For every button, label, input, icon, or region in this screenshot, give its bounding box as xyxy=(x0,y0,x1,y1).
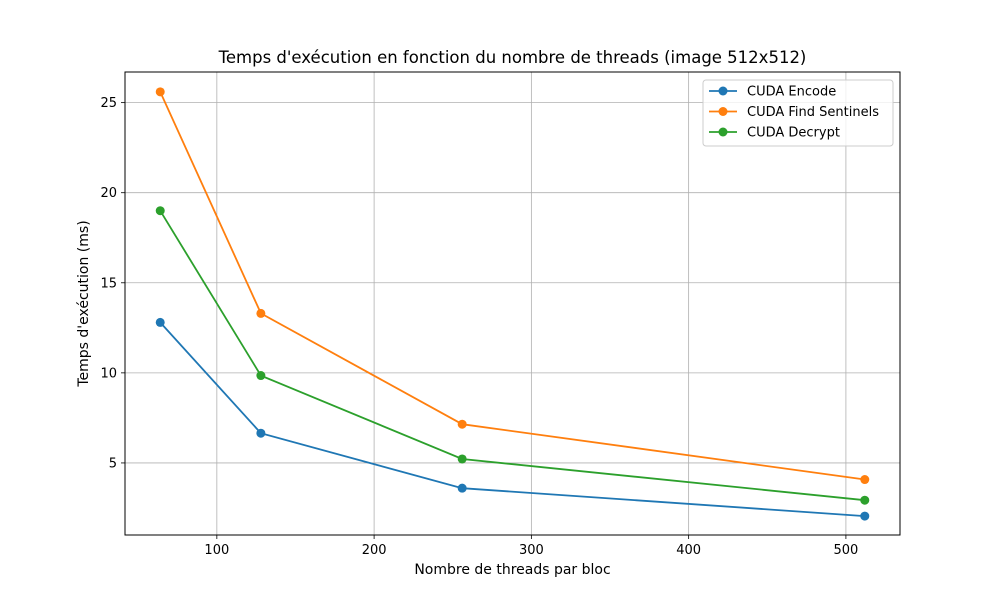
plot-frame xyxy=(124,71,901,536)
x-tick-label: 100 xyxy=(204,543,229,558)
legend-marker xyxy=(718,127,728,137)
chart-title: Temps d'exécution en fonction du nombre … xyxy=(218,48,807,67)
y-axis-label: Temps d'exécution (ms) xyxy=(76,220,92,387)
legend-box xyxy=(702,79,894,147)
data-point xyxy=(457,454,467,464)
data-point xyxy=(457,419,467,429)
data-point xyxy=(860,511,870,521)
data-point xyxy=(155,206,165,216)
y-tick-label: 15 xyxy=(100,276,117,291)
y-tick-label: 10 xyxy=(100,366,117,381)
data-point xyxy=(860,475,870,485)
x-tick-label: 400 xyxy=(676,543,701,558)
data-point xyxy=(155,87,165,97)
y-tick-label: 20 xyxy=(100,186,117,201)
x-tick-label: 300 xyxy=(519,543,544,558)
legend: CUDA Encode CUDA Find Sentinels CUDA Decry… xyxy=(702,79,894,147)
legend-item: CUDA Find Sentinels xyxy=(709,105,879,120)
x-tick-label: 500 xyxy=(833,543,858,558)
data-point xyxy=(256,371,266,381)
legend-marker xyxy=(718,86,728,96)
series-line xyxy=(159,210,865,502)
data-point xyxy=(457,483,467,493)
series-line xyxy=(159,91,865,481)
legend-label: CUDA Find Sentinels xyxy=(747,105,879,120)
data-point xyxy=(860,495,870,505)
x-tick-label: 200 xyxy=(362,543,387,558)
y-axis-ticks: 5 10 15 20 25 xyxy=(100,96,125,471)
x-axis-ticks: 100 200 300 400 500 xyxy=(204,535,858,558)
series-cuda-find-sentinels xyxy=(155,87,870,485)
data-point xyxy=(256,428,266,438)
y-tick-label: 5 xyxy=(109,456,117,471)
y-tick-label: 25 xyxy=(100,96,117,111)
legend-item: CUDA Encode xyxy=(709,85,836,100)
x-axis-label: Nombre de threads par bloc xyxy=(414,562,610,578)
data-point xyxy=(256,308,266,318)
data-point xyxy=(155,317,165,327)
legend-item: CUDA Decrypt xyxy=(709,126,840,141)
series-cuda-encode xyxy=(155,317,870,521)
legend-label: CUDA Decrypt xyxy=(747,126,840,141)
series-line xyxy=(159,321,865,517)
series-layer xyxy=(155,87,870,521)
legend-label: CUDA Encode xyxy=(747,85,836,100)
legend-marker xyxy=(718,107,728,116)
series-cuda-decrypt xyxy=(155,206,870,505)
